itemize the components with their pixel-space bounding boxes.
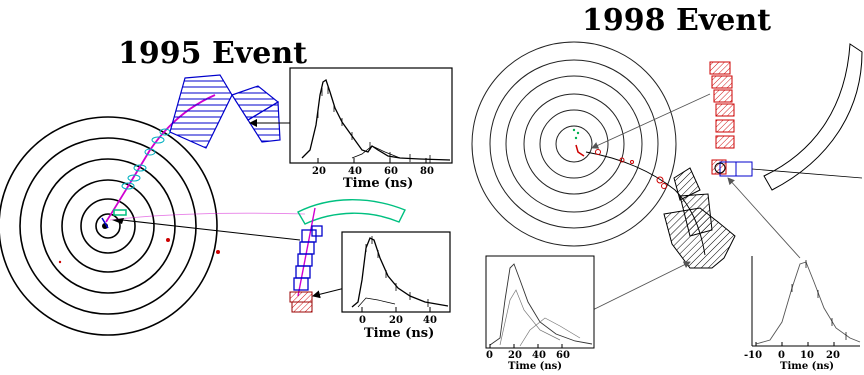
red-tower-1998 xyxy=(709,61,735,175)
inset-bottom-1995-xlabel: Time (ns) xyxy=(364,326,434,341)
inset-left-1998: 0 20 40 60 Time (ns) xyxy=(485,255,595,372)
outer-chamber-arc-1998 xyxy=(763,43,863,191)
inset-top-1995-tick-1: 40 xyxy=(348,166,362,177)
inset-top-1995-tick-3: 80 xyxy=(420,166,434,177)
calorimeter-blocks-1998 xyxy=(663,167,736,269)
inset-right-1998-tick-3: 20 xyxy=(826,350,840,361)
inset-left-1998-tick-3: 60 xyxy=(556,350,570,361)
panel-1998-title: 1998 Event xyxy=(582,3,771,38)
calorimeter-stack-1995 xyxy=(293,225,323,291)
inset-left-1998-tick-0: 0 xyxy=(486,350,493,361)
inset-right-1998-tick-1: 0 xyxy=(778,350,785,361)
panel-1995: 1995 Event xyxy=(0,36,453,341)
inner-hits-1998 xyxy=(572,128,580,140)
particle-track-1995-b xyxy=(109,212,306,221)
inset-right-1998: -10 0 10 20 Time (ns) xyxy=(744,256,861,372)
calorimeter-blocks-top-1995 xyxy=(169,74,281,149)
inset-bottom-1995-tick-2: 40 xyxy=(423,315,437,326)
inset-left-1998-tick-1: 20 xyxy=(508,350,522,361)
inset-bottom-1995: 0 20 40 Time (ns) xyxy=(341,231,451,341)
inset-bottom-1995-tick-1: 20 xyxy=(389,315,403,326)
detector-rings-1995 xyxy=(0,116,218,336)
red-hatched-block-1995 xyxy=(289,291,313,313)
detector-rings-1998 xyxy=(471,41,677,247)
panel-1998: 1998 Event xyxy=(471,3,863,372)
inset-top-1995: 20 40 60 80 Time (ns) xyxy=(289,67,453,191)
red-hits-1995 xyxy=(58,238,220,264)
inset-right-1998-tick-2: 10 xyxy=(800,350,814,361)
cluster-hits-1995 xyxy=(121,128,171,190)
muon-hit-1995 xyxy=(113,209,127,216)
inset-left-1998-xlabel: Time (ns) xyxy=(508,361,562,372)
inset-right-1998-xlabel: Time (ns) xyxy=(780,361,834,372)
inset-top-1995-tick-2: 60 xyxy=(384,166,398,177)
inset-right-1998-tick-0: -10 xyxy=(744,350,762,361)
inset-top-1995-xlabel: Time (ns) xyxy=(343,176,413,191)
inset-bottom-1995-tick-0: 0 xyxy=(359,315,366,326)
muon-chamber-arc-1995 xyxy=(297,199,406,225)
inset-left-1998-tick-2: 40 xyxy=(532,350,546,361)
panel-1995-title: 1995 Event xyxy=(118,36,307,71)
inset-top-1995-tick-0: 20 xyxy=(312,166,326,177)
red-hits-1998 xyxy=(595,149,667,189)
